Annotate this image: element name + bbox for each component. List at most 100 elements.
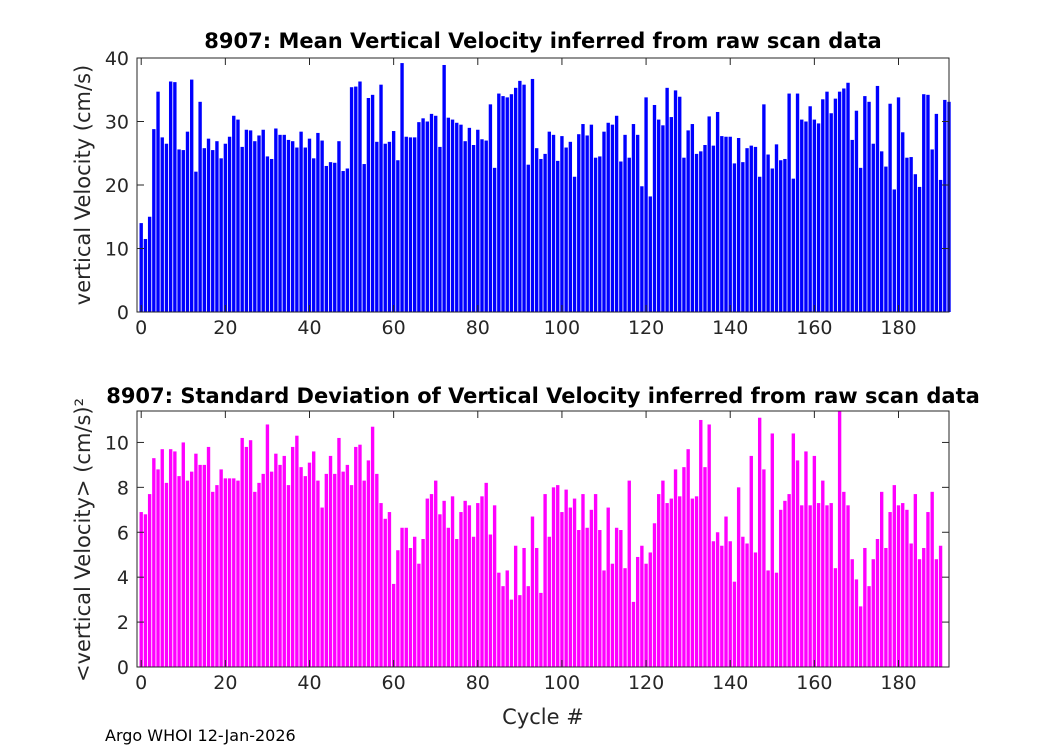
bottom-x-tick-label: 100: [544, 672, 580, 694]
bottom-bar-cycle-11: [185, 480, 190, 667]
top-bar-cycle-172: [863, 96, 867, 312]
top-y-tick-label: 40: [105, 48, 129, 70]
top-bar-cycle-149: [766, 154, 770, 312]
bottom-bar-cycle-123: [657, 494, 661, 667]
bottom-bar-cycle-45: [328, 455, 333, 667]
bottom-bar-cycle-171: [858, 606, 863, 667]
top-bar-cycle-148: [762, 104, 766, 312]
bottom-bar-cycle-36: [290, 446, 295, 667]
bottom-bar-cycle-152: [779, 509, 783, 667]
top-bar-cycle-34: [282, 134, 286, 312]
top-bar-cycle-31: [269, 158, 274, 312]
bottom-bar-cycle-175: [875, 539, 880, 667]
top-bar-cycle-106: [585, 135, 589, 312]
bottom-bar-cycle-70: [434, 480, 438, 667]
bottom-bar-cycle-56: [375, 473, 379, 667]
top-bar-cycle-130: [686, 130, 690, 312]
bottom-y-tick-label: 6: [117, 522, 129, 544]
bottom-bar-cycle-111: [606, 507, 610, 667]
bottom-bar-cycle-68: [425, 498, 429, 667]
bottom-bar-cycle-157: [800, 505, 804, 667]
top-bar-cycle-100: [560, 136, 564, 312]
bottom-bar-cycle-174: [871, 559, 875, 667]
bottom-bar-cycle-131: [690, 498, 695, 667]
top-bar-cycle-62: [400, 63, 404, 312]
top-bar-cycle-84: [492, 167, 497, 312]
top-y-tick-label: 0: [117, 302, 129, 324]
bottom-bar-cycle-23: [236, 480, 240, 667]
top-bar-cycle-181: [901, 132, 905, 312]
bottom-bar-cycle-103: [572, 498, 577, 667]
top-bar-cycle-186: [922, 94, 926, 312]
top-bar-cycle-146: [753, 146, 758, 312]
top-bar-cycle-22: [232, 115, 236, 312]
top-bar-cycle-157: [800, 119, 804, 312]
bottom-bar-cycle-65: [413, 536, 417, 667]
bottom-bar-cycle-150: [770, 433, 774, 667]
bottom-bar-cycle-135: [707, 424, 711, 667]
top-bar-cycle-124: [661, 125, 665, 312]
top-bar-cycle-32: [274, 128, 278, 312]
top-bar-cycle-191: [943, 99, 947, 312]
bottom-y-tick-label: 8: [117, 477, 129, 499]
bottom-bar-cycle-73: [446, 527, 451, 667]
top-bar-cycle-50: [349, 87, 354, 313]
top-bar-cycle-93: [530, 78, 535, 312]
top-bar-cycle-107: [589, 124, 594, 312]
top-bar-cycle-156: [795, 93, 800, 312]
bottom-bar-cycle-119: [640, 545, 644, 667]
top-bar-cycle-67: [421, 118, 425, 312]
top-bar-cycle-136: [711, 145, 716, 312]
bottom-bar-cycle-124: [661, 480, 665, 667]
bottom-bar-cycle-3: [152, 458, 156, 667]
top-bar-cycle-97: [547, 131, 551, 312]
top-bar-cycle-24: [240, 146, 244, 312]
top-bar-cycle-56: [375, 141, 379, 312]
bottom-bar-cycle-85: [497, 572, 501, 667]
bottom-bar-cycle-100: [560, 512, 564, 667]
bottom-bar-cycle-146: [753, 552, 758, 667]
top-bar-cycle-38: [299, 131, 303, 312]
bottom-bar-cycle-189: [934, 559, 939, 667]
bottom-bar-cycle-132: [694, 496, 699, 667]
top-bar-cycle-114: [619, 161, 623, 312]
bottom-bar-cycle-21: [227, 478, 232, 667]
bottom-bar-cycle-42: [316, 480, 320, 667]
bottom-bar-cycle-48: [341, 471, 345, 667]
top-x-tick-label: 160: [796, 317, 832, 339]
bottom-bar-cycle-43: [320, 507, 324, 667]
bottom-bar-cycle-39: [303, 476, 307, 667]
top-bar-cycle-174: [871, 143, 875, 312]
bottom-y-tick-label: 0: [117, 657, 129, 679]
bottom-bar-cycle-0: [139, 512, 143, 667]
top-x-tick-label: 60: [382, 317, 406, 339]
top-bar-cycle-77: [463, 141, 467, 312]
top-bar-cycle-129: [682, 157, 686, 312]
top-bar-cycle-164: [829, 113, 833, 312]
top-bar-cycle-39: [303, 147, 307, 312]
top-bar-cycle-58: [383, 143, 387, 312]
top-bar-cycle-94: [535, 148, 539, 312]
top-bar-cycle-159: [808, 106, 812, 312]
bottom-bar-cycle-181: [901, 503, 905, 667]
bottom-bar-cycle-76: [459, 512, 463, 667]
top-bar-cycle-23: [236, 119, 240, 312]
top-x-tick-label: 120: [628, 317, 664, 339]
bottom-bar-cycle-78: [467, 505, 472, 667]
bottom-bar-cycle-145: [749, 455, 753, 667]
top-bar-cycle-2: [147, 216, 152, 312]
bottom-bar-cycle-161: [816, 503, 821, 667]
top-bar-cycle-102: [568, 141, 573, 312]
top-bar-cycle-47: [337, 141, 341, 312]
top-bar-cycle-0: [139, 223, 143, 312]
bottom-bar-cycle-117: [631, 601, 636, 667]
bottom-bar-cycle-90: [518, 595, 522, 667]
bottom-bar-cycle-121: [648, 552, 652, 667]
top-bar-cycle-5: [160, 137, 164, 313]
bottom-bar-cycle-61: [396, 550, 400, 667]
top-bar-cycle-74: [450, 119, 455, 312]
top-bar-cycle-182: [905, 157, 909, 312]
bottom-x-tick-label: 120: [628, 672, 664, 694]
footer-credit: Argo WHOI 12-Jan-2026: [105, 726, 296, 745]
top-bar-cycle-51: [354, 86, 358, 312]
